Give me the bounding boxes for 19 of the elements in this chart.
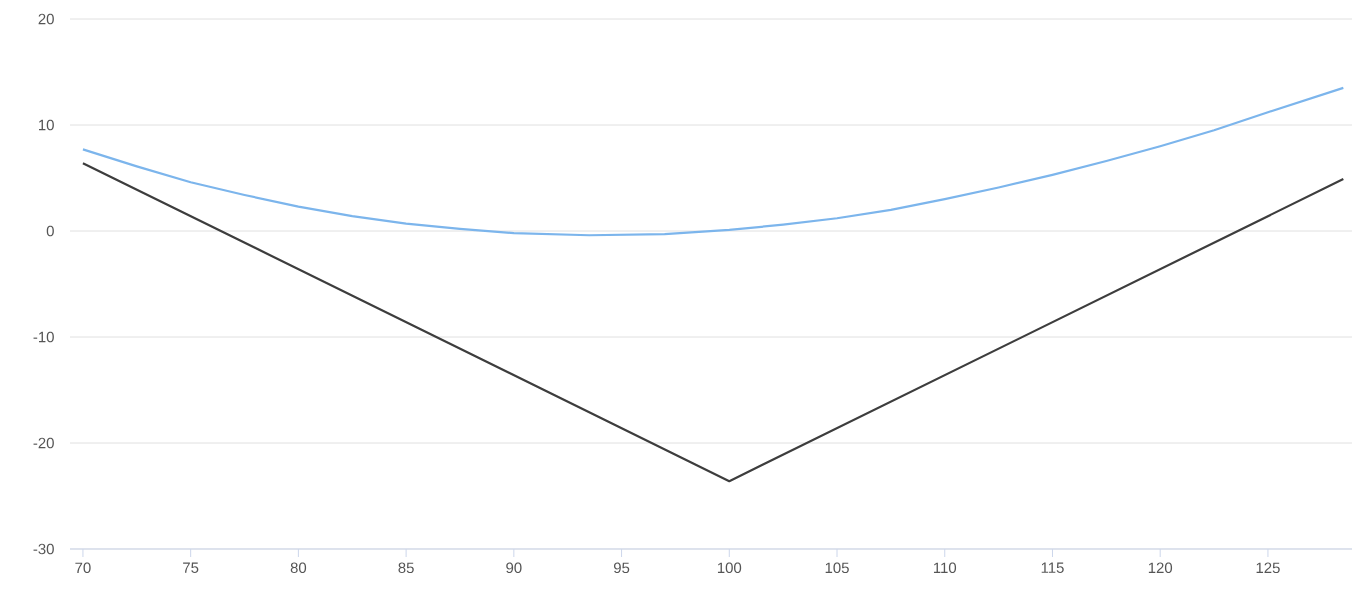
x-tick-label: 85 [398, 562, 414, 574]
x-tick-label: 100 [717, 562, 742, 574]
x-tick-label: 95 [613, 562, 630, 574]
x-tick-label: 115 [1041, 562, 1064, 573]
x-tick-label: 120 [1148, 562, 1173, 574]
x-tick-label: 75 [183, 562, 199, 573]
line-series [81, 86, 1345, 237]
y-tick-label: 10 [39, 119, 54, 131]
y-tick-label: 20 [38, 13, 54, 25]
x-tick-label: 105 [825, 562, 849, 574]
y-tick-label: 0 [46, 225, 54, 237]
x-tick-label: 125 [1256, 562, 1280, 574]
x-tick-label: 110 [933, 562, 957, 574]
y-tick-label: -30 [33, 543, 54, 555]
x-tick-label: 90 [506, 562, 522, 574]
y-tick-label: -10 [33, 331, 54, 343]
y-tick-label: -20 [33, 437, 54, 449]
x-tick-label: 80 [290, 562, 307, 574]
x-tick-label: 70 [75, 562, 91, 574]
